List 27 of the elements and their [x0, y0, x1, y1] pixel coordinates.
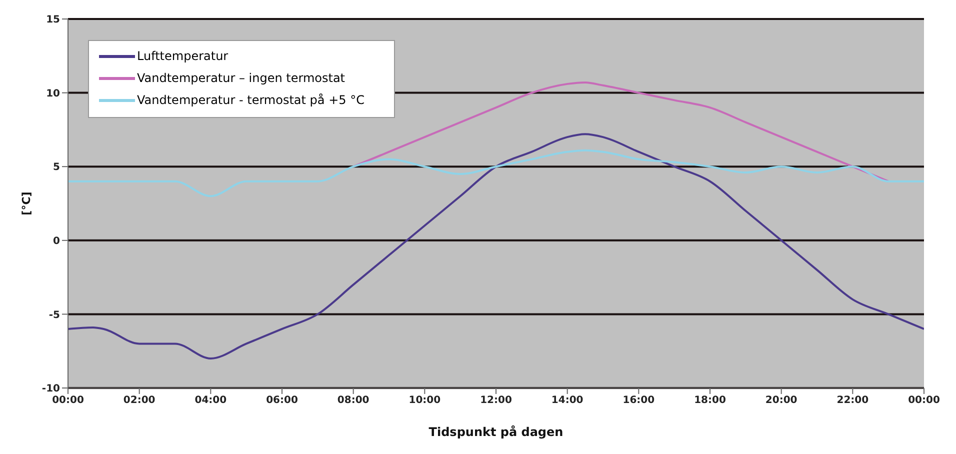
- y-tick-label: 15: [46, 14, 60, 26]
- x-tick-label: 12:00: [480, 395, 512, 406]
- line-series: [352, 81, 890, 182]
- x-tick-label: 06:00: [266, 395, 298, 406]
- line-series: [68, 149, 924, 198]
- y-tick-label: 10: [46, 88, 60, 100]
- x-tick-label: 02:00: [123, 395, 156, 406]
- line-series: [68, 133, 924, 360]
- x-tick-label: 22:00: [836, 395, 869, 406]
- y-tick-label: 5: [53, 162, 60, 174]
- x-tick-label: 20:00: [765, 395, 798, 406]
- legend-label: Vandtemperatur - termostat på +5 °C: [137, 93, 364, 107]
- legend-label: Lufttemperatur: [137, 49, 228, 63]
- x-tick-label: 00:00: [52, 395, 84, 406]
- x-tick-label: 14:00: [551, 395, 584, 406]
- y-tick-label: 0: [53, 236, 60, 247]
- x-tick-label: 18:00: [694, 395, 726, 406]
- y-tick-label: -5: [48, 310, 60, 321]
- legend-label: Vandtemperatur – ingen termostat: [137, 71, 346, 85]
- x-tick-label: 10:00: [408, 395, 441, 406]
- x-tick-label: 00:00: [908, 395, 940, 406]
- y-tick-label: -10: [42, 384, 60, 395]
- x-tick-label: 16:00: [622, 395, 655, 406]
- y-axis-title: [°C]: [20, 192, 33, 216]
- x-tick-label: 04:00: [194, 395, 227, 406]
- x-axis-title: Tidspunkt på dagen: [428, 425, 564, 439]
- x-tick-label: 08:00: [337, 395, 370, 406]
